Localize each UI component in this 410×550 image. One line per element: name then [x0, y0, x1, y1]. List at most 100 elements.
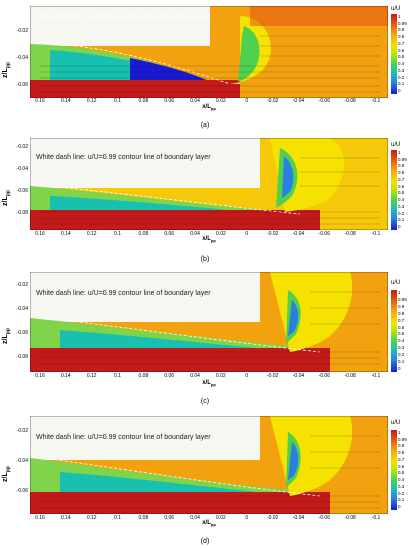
x-tick: 0.06	[164, 515, 175, 521]
x-tick: 0.14	[60, 373, 71, 379]
y-tick: -0.02	[16, 144, 28, 150]
x-tick: 0.1	[114, 373, 122, 379]
colorbar-tick: 0.8	[398, 310, 405, 316]
x-tick: 0	[245, 231, 249, 237]
colorbar-tick: 0.4	[398, 477, 405, 483]
x-tick: -0.06	[318, 515, 330, 521]
y-tick: -0.04	[16, 55, 28, 61]
contour-note: White dash line: u/U=0.99 contour line o…	[36, 290, 211, 297]
x-tick: 0.04	[190, 515, 200, 521]
x-tick: 0.06	[164, 231, 175, 237]
x-tick: -0.04	[292, 98, 305, 104]
x-tick: -0.1	[371, 231, 381, 237]
colorbar-tick: 0.6	[398, 183, 405, 189]
colorbar-tick: 0.7	[398, 40, 405, 46]
colorbar	[391, 150, 397, 230]
y-tick: -0.06	[16, 188, 28, 194]
y-tick: -0.08	[16, 354, 28, 360]
colorbar-tick: 1	[398, 150, 401, 155]
x-tick: 0.04	[190, 373, 200, 379]
x-tick: -0.04	[292, 231, 305, 237]
x-tick: -0.02	[266, 515, 279, 521]
x-tick: 0.08	[138, 515, 149, 521]
x-tick: -0.08	[344, 231, 356, 237]
colorbar-tick: 0.1	[398, 497, 405, 503]
colorbar-tick: 0.2	[398, 490, 405, 496]
x-tick: -0.06	[318, 373, 330, 379]
colorbar-tick: 0.9	[398, 303, 405, 309]
y-tick: -0.02	[16, 282, 28, 288]
colorbar-tick: 0.3	[398, 483, 405, 489]
colorbar-tick: 0.7	[398, 176, 405, 182]
colorbar-tick: 0.7	[398, 456, 405, 462]
colorbar-tick: 0.99	[398, 156, 407, 162]
panel-b: z/Lpp White dash line: u/U=0.99 contour …	[0, 136, 410, 272]
y-tick: -0.02	[16, 28, 28, 34]
y-tick: -0.04	[16, 166, 28, 172]
y-tick: -0.04	[16, 306, 28, 312]
x-tick: -0.08	[344, 98, 356, 104]
x-tick: 0.02	[216, 98, 226, 104]
flow-field-plot	[30, 138, 388, 230]
panel-caption: (a)	[200, 122, 210, 129]
colorbar-tick: 0.8	[398, 450, 405, 456]
colorbar-tick: 0.4	[398, 61, 405, 67]
colorbar-tick: 0.5	[398, 470, 405, 476]
colorbar-tick: 0.3	[398, 67, 405, 73]
x-tick: -0.04	[292, 373, 305, 379]
x-tick: 0.12	[86, 373, 97, 379]
colorbar-tick: 0.2	[398, 210, 405, 216]
x-tick: 0.16	[35, 98, 45, 104]
contour-note: White dash line: u/U=0.99 contour line o…	[36, 14, 211, 21]
x-tick: 0.12	[86, 98, 97, 104]
panel-caption: (b)	[200, 256, 210, 263]
x-tick: -0.02	[266, 373, 279, 379]
colorbar-tick: 0	[398, 88, 401, 93]
x-tick: 0.08	[138, 98, 149, 104]
x-tick: -0.08	[344, 373, 356, 379]
flow-field-plot	[30, 416, 388, 514]
colorbar-tick: 0.7	[398, 317, 405, 323]
colorbar-tick: 0.99	[398, 436, 407, 442]
colorbar-tick: 0	[398, 366, 401, 371]
x-tick: 0.02	[216, 231, 226, 237]
colorbar-tick: 0.2	[398, 74, 405, 80]
colorbar-tick: 0.5	[398, 331, 405, 337]
x-tick: -0.08	[344, 515, 356, 521]
colorbar-tick: 0.4	[398, 197, 405, 203]
x-tick: 0.06	[164, 98, 175, 104]
colorbar-tick: 1	[398, 290, 401, 295]
y-tick: -0.06	[16, 488, 28, 494]
colorbar	[391, 14, 397, 94]
colorbar-tick: 0.6	[398, 47, 405, 53]
flow-field-plot	[30, 272, 388, 372]
colorbar-tick: 0.2	[398, 352, 405, 358]
x-tick: 0.02	[216, 515, 226, 521]
flow-field-plot	[30, 6, 388, 98]
colorbar	[391, 430, 397, 510]
y-tick: -0.06	[16, 330, 28, 336]
contour-note: White dash line: u/U=0.99 contour line o…	[36, 434, 211, 441]
x-tick: -0.06	[318, 98, 330, 104]
contour-note: White dash line: u/U=0.99 contour line o…	[36, 154, 211, 161]
y-tick: -0.08	[16, 210, 28, 216]
x-tick: 0.02	[216, 373, 226, 379]
x-tick: 0.16	[35, 515, 45, 521]
colorbar-tick: 0.1	[398, 359, 405, 365]
colorbar-tick: 0.5	[398, 190, 405, 196]
x-tick: 0.1	[114, 98, 122, 104]
x-tick: 0.14	[60, 98, 71, 104]
colorbar-tick: 0	[398, 224, 401, 229]
colorbar-tick: 0.99	[398, 20, 407, 26]
colorbar-tick: 0.9	[398, 27, 405, 33]
colorbar-title: u/U	[391, 280, 401, 286]
x-tick: 0.16	[35, 373, 45, 379]
colorbar-tick: 0	[398, 504, 401, 509]
x-tick: 0.1	[114, 515, 122, 521]
y-tick: -0.02	[16, 428, 28, 434]
panel-caption: (d)	[200, 538, 210, 545]
colorbar-tick: 0.8	[398, 34, 405, 40]
colorbar-tick: 0.9	[398, 163, 405, 169]
colorbar-title: u/U	[391, 6, 401, 12]
x-axis-label: x/Lpp	[202, 380, 216, 388]
